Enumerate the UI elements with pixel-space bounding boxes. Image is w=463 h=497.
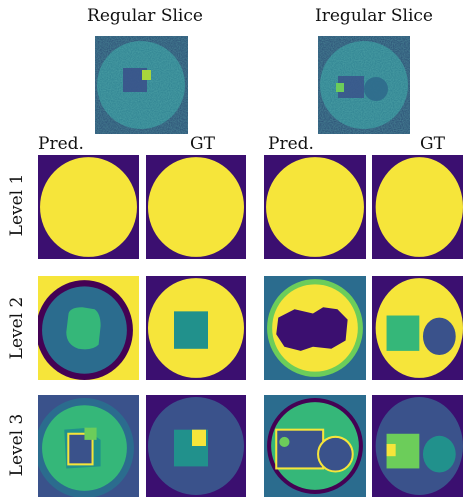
gt-label-irregular: GT (420, 134, 445, 154)
row-label-level-3: Level 3 (7, 413, 27, 477)
panel-level1-irregular-gt (372, 155, 463, 259)
panel-level2-regular-pred (38, 276, 139, 380)
input-slice-regular (95, 36, 188, 134)
panel-level2-irregular-gt (372, 276, 463, 380)
row-label-level-2: Level 2 (7, 296, 27, 360)
column-title-regular: Regular Slice (87, 6, 203, 26)
panel-level2-irregular-pred (264, 276, 366, 380)
panel-level3-irregular-pred (264, 395, 366, 497)
pred-label-irregular: Pred. (268, 134, 314, 154)
panel-level1-regular-pred (38, 155, 139, 259)
panel-level1-irregular-pred (264, 155, 366, 259)
panel-level1-regular-gt (146, 155, 246, 259)
panel-level3-regular-gt (146, 395, 246, 497)
pred-label-regular: Pred. (38, 134, 84, 154)
row-label-level-1: Level 1 (7, 173, 27, 237)
input-slice-irregular (318, 36, 410, 134)
panel-level3-irregular-gt (372, 395, 463, 497)
panel-level3-regular-pred (38, 395, 139, 497)
column-title-irregular: Iregular Slice (315, 6, 433, 26)
gt-label-regular: GT (190, 134, 215, 154)
panel-level2-regular-gt (146, 276, 246, 380)
